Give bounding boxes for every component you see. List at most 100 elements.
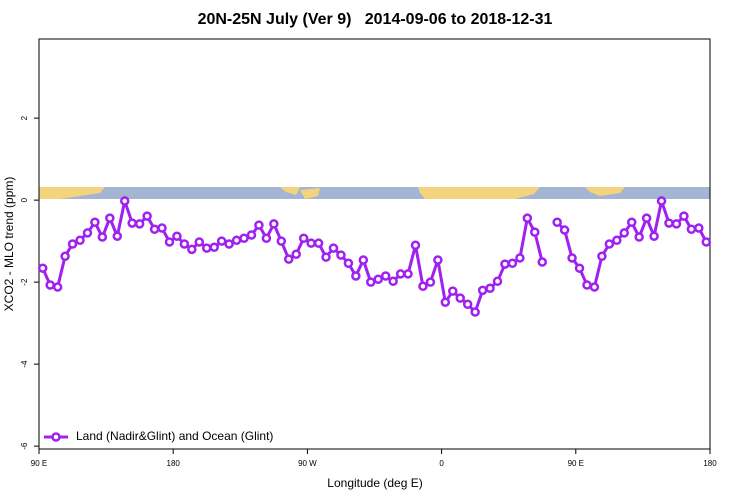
y-tick-label: -6 xyxy=(20,442,29,450)
data-point xyxy=(604,239,615,249)
data-point xyxy=(321,252,331,262)
data-point xyxy=(388,276,398,287)
data-point xyxy=(119,196,130,206)
data-point xyxy=(239,233,249,244)
x-tick-label: 180 xyxy=(167,459,181,468)
data-point xyxy=(671,219,682,229)
data-point xyxy=(336,250,346,260)
data-line xyxy=(41,195,708,315)
data-point xyxy=(224,239,234,249)
data-point xyxy=(202,243,212,253)
data-point xyxy=(656,196,667,206)
data-point xyxy=(410,240,421,250)
data-point xyxy=(694,223,704,233)
data-point xyxy=(254,220,264,230)
data-point xyxy=(358,255,369,265)
data-point xyxy=(127,218,137,228)
data-point xyxy=(45,280,55,290)
data-point xyxy=(351,271,361,281)
data-point xyxy=(187,244,197,255)
x-tick-label: 180 xyxy=(703,459,717,468)
data-point xyxy=(298,233,309,244)
data-point xyxy=(313,238,324,248)
data-point xyxy=(626,217,637,228)
data-point xyxy=(433,255,443,265)
data-point xyxy=(67,239,78,249)
x-tick-label: 0 xyxy=(439,459,444,468)
data-point xyxy=(194,237,205,247)
data-point xyxy=(90,217,100,228)
data-point xyxy=(172,231,182,241)
legend-marker xyxy=(51,432,61,442)
data-point xyxy=(500,259,510,269)
data-point xyxy=(522,213,533,223)
data-point xyxy=(462,299,473,310)
data-point xyxy=(82,228,93,238)
data-point xyxy=(216,236,227,246)
data-point xyxy=(366,277,376,287)
data-point xyxy=(97,232,108,242)
data-point xyxy=(418,281,428,291)
data-point xyxy=(448,286,458,296)
data-point xyxy=(634,232,644,242)
data-point xyxy=(567,253,577,263)
data-point xyxy=(589,282,600,292)
y-tick-label: 2 xyxy=(20,115,29,120)
data-point xyxy=(37,263,48,273)
data-point xyxy=(373,274,383,285)
map-strip xyxy=(39,187,710,199)
data-point xyxy=(179,239,190,249)
chart-title: 20N-25N July (Ver 9) 2014-09-06 to 2018-… xyxy=(198,11,553,28)
data-point xyxy=(164,237,175,247)
x-tick-label: 90 W xyxy=(298,459,317,468)
data-point xyxy=(112,231,123,241)
data-point xyxy=(515,253,525,263)
legend-label: Land (Nadir&Glint) and Ocean (Glint) xyxy=(76,429,273,443)
x-axis-label: Longitude (deg E) xyxy=(327,476,422,490)
data-point xyxy=(209,242,219,253)
x-tick-label: 90 E xyxy=(568,459,584,468)
data-point xyxy=(664,218,674,228)
data-point xyxy=(492,276,503,287)
data-point xyxy=(395,269,406,279)
data-point xyxy=(485,283,495,294)
data-point xyxy=(343,258,354,269)
data-point xyxy=(440,297,451,307)
x-tick-label: 90 E xyxy=(31,459,47,468)
data-point xyxy=(52,282,63,292)
y-tick-label: 0 xyxy=(20,197,29,202)
data-point xyxy=(403,269,413,279)
data-point xyxy=(306,238,316,248)
data-point xyxy=(75,235,85,246)
data-point xyxy=(142,211,152,221)
data-point xyxy=(328,243,339,253)
y-tick-label: -2 xyxy=(20,278,29,286)
data-point xyxy=(105,213,115,223)
data-point xyxy=(134,219,145,229)
data-point xyxy=(284,254,294,264)
data-point xyxy=(552,217,562,228)
data-point xyxy=(612,235,622,246)
data-point xyxy=(641,213,652,223)
data-point xyxy=(470,307,480,317)
data-point xyxy=(246,230,257,240)
data-point xyxy=(559,225,570,235)
data-point xyxy=(582,280,592,290)
data-point xyxy=(649,231,659,241)
y-axis-label: XCO2 - MLO trend (ppm) xyxy=(2,177,16,312)
y-tick-label: -4 xyxy=(20,360,29,368)
data-point xyxy=(574,263,585,273)
data-point xyxy=(60,251,70,262)
data-point xyxy=(477,285,488,296)
data-point xyxy=(291,249,301,259)
data-point xyxy=(276,236,287,246)
data-point xyxy=(455,293,465,303)
data-point xyxy=(679,211,689,221)
data-point xyxy=(619,228,630,238)
data-point xyxy=(507,258,518,269)
data-point xyxy=(157,223,167,233)
data-point xyxy=(425,277,436,287)
data-point xyxy=(530,227,540,237)
data-point xyxy=(686,224,697,234)
